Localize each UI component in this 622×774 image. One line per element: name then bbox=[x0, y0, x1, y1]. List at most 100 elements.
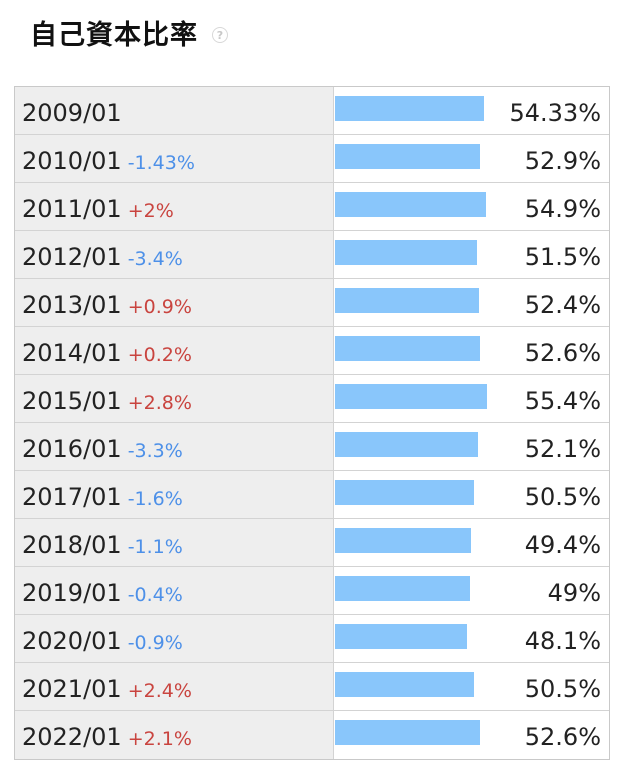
change-label: +2% bbox=[127, 199, 174, 222]
table-row: 2018/01 -1.1% 49.4% bbox=[15, 519, 609, 567]
value-label: 52.1% bbox=[524, 434, 601, 463]
value-label: 54.33% bbox=[509, 98, 601, 127]
bar bbox=[335, 624, 468, 649]
bar bbox=[335, 720, 480, 745]
table-row: 2017/01 -1.6% 50.5% bbox=[15, 471, 609, 519]
bar-cell: 52.6% bbox=[334, 711, 609, 759]
bar-cell: 50.5% bbox=[334, 663, 609, 710]
row-label-cell: 2017/01 -1.6% bbox=[15, 471, 334, 518]
bar bbox=[335, 384, 488, 409]
change-label: +0.9% bbox=[127, 295, 192, 318]
year-label: 2018/01 bbox=[22, 530, 122, 559]
year-label: 2010/01 bbox=[22, 146, 122, 175]
row-label-cell: 2021/01 +2.4% bbox=[15, 663, 334, 710]
table-row: 2022/01 +2.1% 52.6% bbox=[15, 711, 609, 759]
bar bbox=[335, 432, 479, 457]
equity-ratio-table: 2009/01 54.33% 2010/01 -1.43% 52.9% 2011/01 +2… bbox=[14, 86, 610, 760]
table-row: 2011/01 +2% 54.9% bbox=[15, 183, 609, 231]
table-row: 2016/01 -3.3% 52.1% bbox=[15, 423, 609, 471]
change-label: +2.4% bbox=[127, 679, 192, 702]
year-label: 2012/01 bbox=[22, 242, 122, 271]
row-label-cell: 2010/01 -1.43% bbox=[15, 135, 334, 182]
bar-cell: 50.5% bbox=[334, 471, 609, 518]
bar bbox=[335, 528, 471, 553]
table-row: 2014/01 +0.2% 52.6% bbox=[15, 327, 609, 375]
bar-cell: 51.5% bbox=[334, 231, 609, 278]
year-label: 2014/01 bbox=[22, 338, 122, 367]
bar bbox=[335, 192, 486, 217]
change-label: -1.43% bbox=[127, 151, 195, 174]
row-label-cell: 2018/01 -1.1% bbox=[15, 519, 334, 566]
change-label: -0.4% bbox=[127, 583, 183, 606]
change-label: -3.3% bbox=[127, 439, 183, 462]
year-label: 2019/01 bbox=[22, 578, 122, 607]
bar-cell: 49% bbox=[334, 567, 609, 614]
year-label: 2020/01 bbox=[22, 626, 122, 655]
bar bbox=[335, 240, 477, 265]
year-label: 2009/01 bbox=[22, 98, 122, 127]
value-label: 50.5% bbox=[524, 482, 601, 511]
row-label-cell: 2022/01 +2.1% bbox=[15, 711, 334, 759]
change-label: -1.1% bbox=[127, 535, 183, 558]
value-label: 54.9% bbox=[524, 194, 601, 223]
bar bbox=[335, 144, 481, 169]
value-label: 48.1% bbox=[524, 626, 601, 655]
row-label-cell: 2015/01 +2.8% bbox=[15, 375, 334, 422]
bar bbox=[335, 96, 485, 121]
table-row: 2019/01 -0.4% 49% bbox=[15, 567, 609, 615]
bar bbox=[335, 288, 480, 313]
page-title: 自己資本比率 bbox=[30, 19, 198, 51]
row-label-cell: 2011/01 +2% bbox=[15, 183, 334, 230]
value-label: 51.5% bbox=[524, 242, 601, 271]
table-row: 2009/01 54.33% bbox=[15, 87, 609, 135]
value-label: 52.9% bbox=[524, 146, 601, 175]
table-row: 2012/01 -3.4% 51.5% bbox=[15, 231, 609, 279]
change-label: -0.9% bbox=[127, 631, 183, 654]
table-row: 2020/01 -0.9% 48.1% bbox=[15, 615, 609, 663]
bar-cell: 54.33% bbox=[334, 87, 609, 134]
value-label: 52.6% bbox=[524, 338, 601, 367]
bar bbox=[335, 480, 474, 505]
row-label-cell: 2019/01 -0.4% bbox=[15, 567, 334, 614]
value-label: 50.5% bbox=[524, 674, 601, 703]
bar-cell: 52.4% bbox=[334, 279, 609, 326]
change-label: -3.4% bbox=[127, 247, 183, 270]
change-label: +2.1% bbox=[127, 728, 192, 750]
bar-cell: 52.9% bbox=[334, 135, 609, 182]
table-row: 2015/01 +2.8% 55.4% bbox=[15, 375, 609, 423]
row-label-cell: 2014/01 +0.2% bbox=[15, 327, 334, 374]
bar-cell: 54.9% bbox=[334, 183, 609, 230]
row-label-cell: 2012/01 -3.4% bbox=[15, 231, 334, 278]
year-label: 2015/01 bbox=[22, 386, 122, 415]
value-label: 52.4% bbox=[524, 290, 601, 319]
year-label: 2013/01 bbox=[22, 290, 122, 319]
row-label-cell: 2020/01 -0.9% bbox=[15, 615, 334, 662]
bar-cell: 55.4% bbox=[334, 375, 609, 422]
value-label: 49% bbox=[547, 578, 601, 607]
row-label-cell: 2016/01 -3.3% bbox=[15, 423, 334, 470]
value-label: 52.6% bbox=[524, 723, 601, 751]
table-row: 2010/01 -1.43% 52.9% bbox=[15, 135, 609, 183]
change-label: -1.6% bbox=[127, 487, 183, 510]
bar-cell: 52.1% bbox=[334, 423, 609, 470]
year-label: 2021/01 bbox=[22, 674, 122, 703]
value-label: 55.4% bbox=[524, 386, 601, 415]
year-label: 2022/01 bbox=[22, 723, 122, 751]
row-label-cell: 2009/01 bbox=[15, 87, 334, 134]
header: 自己資本比率 ? bbox=[30, 8, 228, 56]
table-row: 2013/01 +0.9% 52.4% bbox=[15, 279, 609, 327]
bar-cell: 52.6% bbox=[334, 327, 609, 374]
change-label: +2.8% bbox=[127, 391, 192, 414]
bar bbox=[335, 672, 474, 697]
bar bbox=[335, 576, 470, 601]
bar-cell: 48.1% bbox=[334, 615, 609, 662]
year-label: 2011/01 bbox=[22, 194, 122, 223]
change-label: +0.2% bbox=[127, 343, 192, 366]
bar-cell: 49.4% bbox=[334, 519, 609, 566]
year-label: 2017/01 bbox=[22, 482, 122, 511]
year-label: 2016/01 bbox=[22, 434, 122, 463]
value-label: 49.4% bbox=[524, 530, 601, 559]
table-row: 2021/01 +2.4% 50.5% bbox=[15, 663, 609, 711]
question-circle-icon[interactable]: ? bbox=[212, 27, 228, 43]
